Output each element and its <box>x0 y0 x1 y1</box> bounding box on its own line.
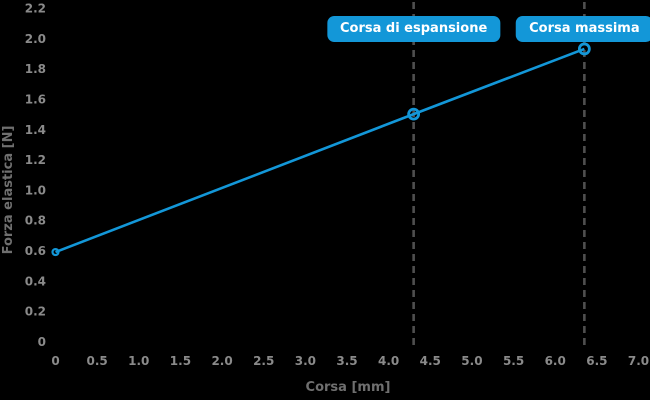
data-point-marker <box>407 107 421 121</box>
x-axis-tick-label: 0 <box>51 354 59 368</box>
data-point-marker <box>577 42 591 56</box>
x-axis-tick-label: 0.5 <box>87 354 108 368</box>
x-axis-tick-label: 1.0 <box>128 354 149 368</box>
y-axis-title: Forza elastica [N] <box>1 126 16 255</box>
x-axis-tick-label: 1.5 <box>170 354 191 368</box>
y-axis-tick-label: 2.2 <box>25 2 46 16</box>
y-axis-tick-label: 1.0 <box>25 183 46 197</box>
x-axis-tick-label: 3.5 <box>336 354 357 368</box>
x-axis-tick-label: 3.0 <box>295 354 316 368</box>
x-axis-tick-label: 2.5 <box>253 354 274 368</box>
y-axis-tick-label: 2.0 <box>25 32 46 46</box>
data-line <box>55 47 585 254</box>
x-axis-tick-label: 5.0 <box>461 354 482 368</box>
y-axis-tick-label: 1.8 <box>25 62 46 76</box>
y-axis-tick-label: 0 <box>38 335 46 349</box>
x-axis-title: Corsa [mm] <box>306 380 391 395</box>
x-axis-tick-label: 4.5 <box>420 354 441 368</box>
x-axis-tick-label: 6.5 <box>586 354 607 368</box>
x-axis-tick-label: 2.0 <box>211 354 232 368</box>
y-axis-tick-label: 0.8 <box>25 214 46 228</box>
x-axis-tick-label: 7.0 <box>628 354 649 368</box>
x-axis-tick-label: 4.0 <box>378 354 399 368</box>
y-axis-tick-label: 0.4 <box>25 274 46 288</box>
x-axis-tick-label: 5.5 <box>503 354 524 368</box>
annotation-corsa-massima: Corsa massima <box>516 16 650 42</box>
y-axis-tick-label: 1.6 <box>25 92 46 106</box>
y-axis-tick-label: 0.2 <box>25 305 46 319</box>
annotation-corsa-di-espansione: Corsa di espansione <box>326 16 501 42</box>
x-axis-tick-label: 6.0 <box>545 354 566 368</box>
y-axis-tick-label: 0.6 <box>25 244 46 258</box>
y-axis-tick-label: 1.4 <box>25 123 46 137</box>
y-axis-tick-label: 1.2 <box>25 153 46 167</box>
data-point-marker <box>51 247 60 257</box>
